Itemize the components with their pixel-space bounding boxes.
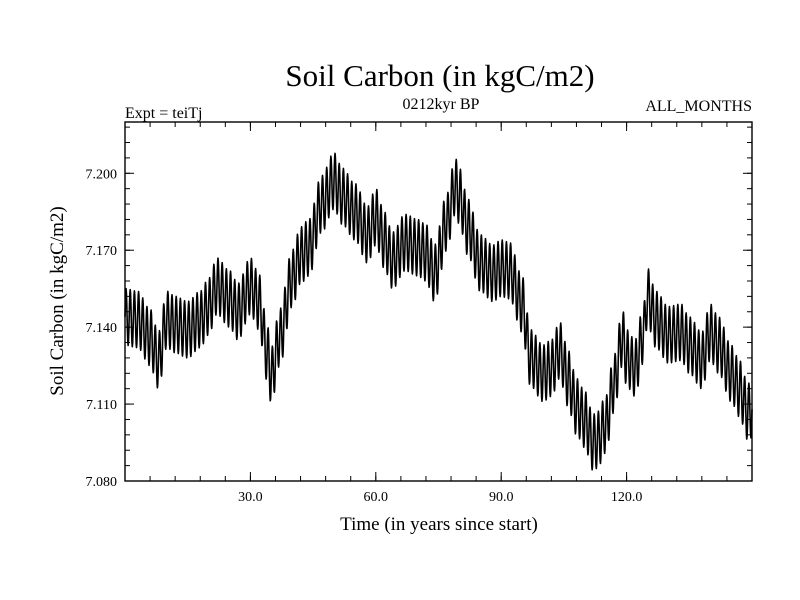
plot-frame xyxy=(124,121,753,482)
y-axis-ticks: 7.080 7.110 7.140 7.170 7.200 xyxy=(86,126,752,490)
x-tick-label: 120.0 xyxy=(611,490,643,505)
months-label: ALL_MONTHS xyxy=(645,98,752,115)
data-series xyxy=(124,152,753,471)
y-tick-label: 7.110 xyxy=(86,398,117,413)
x-axis-label: Time (in years since start) xyxy=(340,514,538,535)
subtitle: 0212kyr BP xyxy=(403,96,480,113)
experiment-label: Expt = teiTj xyxy=(125,105,202,122)
x-tick-label: 90.0 xyxy=(489,490,514,505)
y-tick-label: 7.200 xyxy=(86,167,118,182)
x-tick-label: 60.0 xyxy=(364,490,389,505)
soil-carbon-line xyxy=(124,152,753,471)
x-axis-ticks: 30.0 60.0 90.0 120.0 xyxy=(124,122,753,505)
y-tick-label: 7.140 xyxy=(86,321,118,336)
chart-title: Soil Carbon (in kgC/m2) xyxy=(285,58,594,93)
y-tick-label: 7.170 xyxy=(86,244,118,259)
y-axis-label: Soil Carbon (in kgC/m2) xyxy=(47,206,68,395)
y-tick-label: 7.080 xyxy=(86,475,118,490)
x-tick-label: 30.0 xyxy=(238,490,263,505)
